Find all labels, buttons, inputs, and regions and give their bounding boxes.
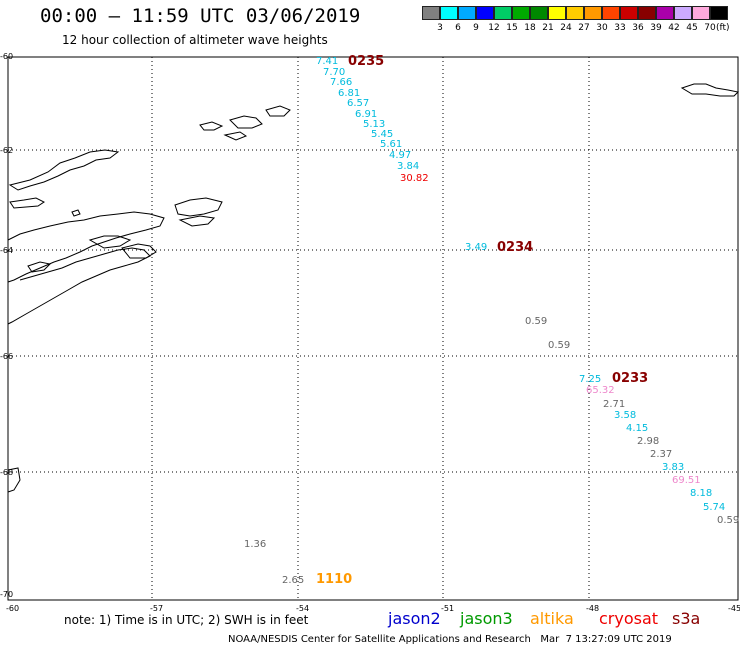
satellite-name: s3a [672,609,701,628]
legend-tick-label: 45 [686,23,698,33]
legend-swatch [620,6,638,20]
legend-swatch [638,6,656,20]
legend-tick-label: 3 [437,23,443,33]
map-subtitle: 12 hour collection of altimeter wave hei… [62,33,328,47]
swh-value: 3.83 [662,462,685,473]
legend-swatch [458,6,476,20]
legend-swatch [710,6,728,20]
swh-value: 1.36 [244,539,267,550]
graticule [8,57,738,600]
legend-unit: (ft) [716,23,730,33]
satellite-name: cryosat [599,609,659,628]
swh-value: 3.58 [614,410,637,421]
pass-time: 0235 [348,54,385,69]
swh-value: 5.45 [371,129,394,140]
latitude-label: -66 [0,352,14,361]
longitude-label: -54 [296,604,310,613]
swh-value: 6.81 [338,88,361,99]
swh-value: 30.82 [400,173,429,184]
latitude-label: -60 [0,52,14,61]
swh-value: 3.84 [397,161,420,172]
satellite-name: jason2 [388,609,441,628]
map-frame [7,56,739,601]
legend-swatch [440,6,458,20]
latitude-label: -62 [0,146,14,155]
swh-value: 5.13 [363,119,386,130]
map-title: 00:00 – 11:59 UTC 03/06/2019 [40,5,361,27]
legend-tick-label: 27 [578,23,590,33]
swh-value: 69.51 [672,475,701,486]
legend-swatch [692,6,710,20]
legend-tick-label: 30 [596,23,608,33]
latitude-label: -68 [0,468,14,477]
swh-value: 2.98 [637,436,660,447]
swh-value: 5.61 [380,139,403,150]
legend-tick-label: 9 [473,23,479,33]
legend-tick-label: 24 [560,23,572,33]
longitude-label: -51 [441,604,455,613]
legend-tick-label: 36 [632,23,644,33]
legend-swatch [494,6,512,20]
legend-swatch [566,6,584,20]
swh-value: 0.59 [525,316,548,327]
pass-time: 0233 [612,371,649,386]
pass-time: 1110 [316,572,353,587]
swh-value: 2.65 [282,575,305,586]
legend-tick-label: 6 [455,23,461,33]
legend-swatch [584,6,602,20]
swh-value: 7.41 [316,56,339,67]
latitude-label: -70 [0,590,14,599]
swh-value: 0.59 [548,340,571,351]
legend-tick-label: 12 [488,23,500,33]
swh-value: 4.97 [389,150,412,161]
legend-tick-label: 18 [524,23,536,33]
swh-value: 2.71 [603,399,626,410]
legend-swatch [656,6,674,20]
pass-time: 0234 [497,240,534,255]
swh-value: 5.74 [703,502,726,513]
legend-swatch [422,6,440,20]
swh-value: 7.66 [330,77,353,88]
legend-tick-label: 42 [668,23,680,33]
swh-value: 3.49 [465,242,488,253]
legend-swatch [548,6,566,20]
footer-credit: NOAA/NESDIS Center for Satellite Applica… [228,634,672,645]
swh-value: 4.15 [626,423,649,434]
swh-value: 8.18 [690,488,713,499]
latitude-label: -64 [0,246,14,255]
legend-tick-label: 21 [542,23,554,33]
legend-swatch [674,6,692,20]
swh-value: 2.37 [650,449,673,460]
legend-swatch [512,6,530,20]
swh-value: 7.70 [323,67,346,78]
longitude-label: -60 [6,604,20,613]
swh-value: 6.91 [355,109,378,120]
legend-swatch [476,6,494,20]
legend-tick-label: 39 [650,23,662,33]
longitude-label: -48 [586,604,600,613]
longitude-label: -57 [150,604,164,613]
swh-value: 6.57 [347,98,370,109]
swh-value: 7.25 [579,374,602,385]
legend-swatch [530,6,548,20]
satellite-name: jason3 [460,609,513,628]
coastline [7,83,740,493]
swh-value: 65.32 [586,385,615,396]
footer-note: note: 1) Time is in UTC; 2) SWH is in fe… [64,613,309,627]
legend-tick-label: 70 [704,23,716,33]
legend-tick-label: 33 [614,23,626,33]
legend-swatch [602,6,620,20]
swh-value: 0.59 [717,515,740,526]
legend-tick-label: 15 [506,23,518,33]
longitude-label: -45 [728,604,740,613]
satellite-name: altika [530,609,574,628]
